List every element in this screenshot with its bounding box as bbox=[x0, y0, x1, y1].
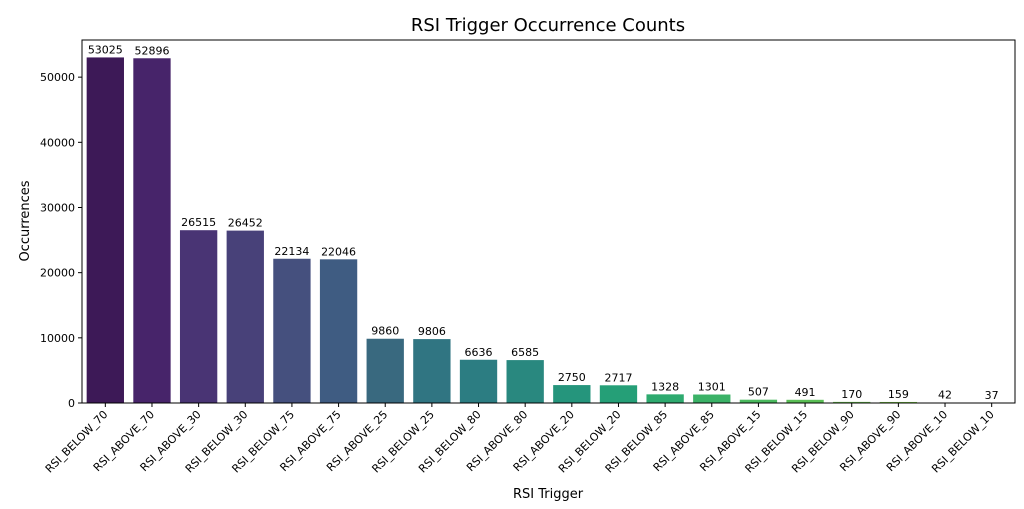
bar bbox=[553, 385, 591, 403]
data-label: 22134 bbox=[274, 245, 309, 258]
bar bbox=[179, 230, 218, 403]
y-tick-label: 20000 bbox=[40, 267, 75, 280]
y-tick-label: 50000 bbox=[40, 71, 75, 84]
bar bbox=[879, 401, 918, 403]
data-label: 2750 bbox=[558, 371, 586, 384]
data-label: 491 bbox=[795, 386, 816, 399]
data-label: 159 bbox=[888, 388, 909, 401]
bar bbox=[459, 359, 498, 403]
bar bbox=[599, 385, 638, 403]
bar bbox=[226, 230, 264, 403]
bar bbox=[366, 338, 404, 403]
bar bbox=[833, 401, 871, 403]
bar bbox=[506, 360, 544, 403]
data-label: 6636 bbox=[465, 346, 493, 359]
y-tick-label: 30000 bbox=[40, 201, 75, 214]
x-axis-ticks: RSI_BELOW_70RSI_ABOVE_70RSI_ABOVE_30RSI_… bbox=[43, 403, 997, 476]
data-labels: 53025 52896 26515 26452 22134 22046 9860 9806 66… bbox=[88, 43, 999, 401]
y-axis-ticks: 0 10000 20000 30000 40000 50000 bbox=[40, 71, 82, 410]
bar bbox=[133, 58, 171, 403]
data-label: 37 bbox=[985, 389, 999, 402]
y-axis-label: Occurrences bbox=[18, 180, 33, 261]
data-label: 6585 bbox=[511, 346, 539, 359]
data-label: 53025 bbox=[88, 43, 123, 56]
data-label: 170 bbox=[841, 388, 862, 401]
chart-title: RSI Trigger Occurrence Counts bbox=[411, 15, 685, 36]
bar bbox=[273, 258, 311, 403]
data-label: 1328 bbox=[651, 380, 679, 393]
data-label: 42 bbox=[938, 389, 952, 402]
data-label: 507 bbox=[748, 386, 769, 399]
data-label: 26452 bbox=[228, 217, 263, 230]
data-label: 1301 bbox=[698, 381, 726, 394]
bar bbox=[646, 394, 684, 403]
plot-frame bbox=[81, 39, 1016, 404]
data-label: 52896 bbox=[134, 44, 169, 57]
y-tick-label: 40000 bbox=[40, 136, 75, 149]
bar bbox=[786, 399, 824, 403]
data-label: 26515 bbox=[181, 216, 216, 229]
data-label: 9860 bbox=[371, 325, 399, 338]
bar bbox=[739, 399, 778, 403]
bar bbox=[413, 339, 451, 403]
x-axis-label: RSI Trigger bbox=[513, 487, 584, 502]
bars bbox=[86, 57, 1011, 403]
y-tick-label: 0 bbox=[68, 397, 75, 410]
bar bbox=[86, 57, 124, 403]
data-label: 9806 bbox=[418, 325, 446, 338]
bar bbox=[693, 394, 731, 403]
y-tick-label: 10000 bbox=[40, 332, 75, 345]
data-label: 22046 bbox=[321, 245, 356, 258]
data-label: 2717 bbox=[604, 371, 632, 384]
bar bbox=[319, 259, 358, 403]
